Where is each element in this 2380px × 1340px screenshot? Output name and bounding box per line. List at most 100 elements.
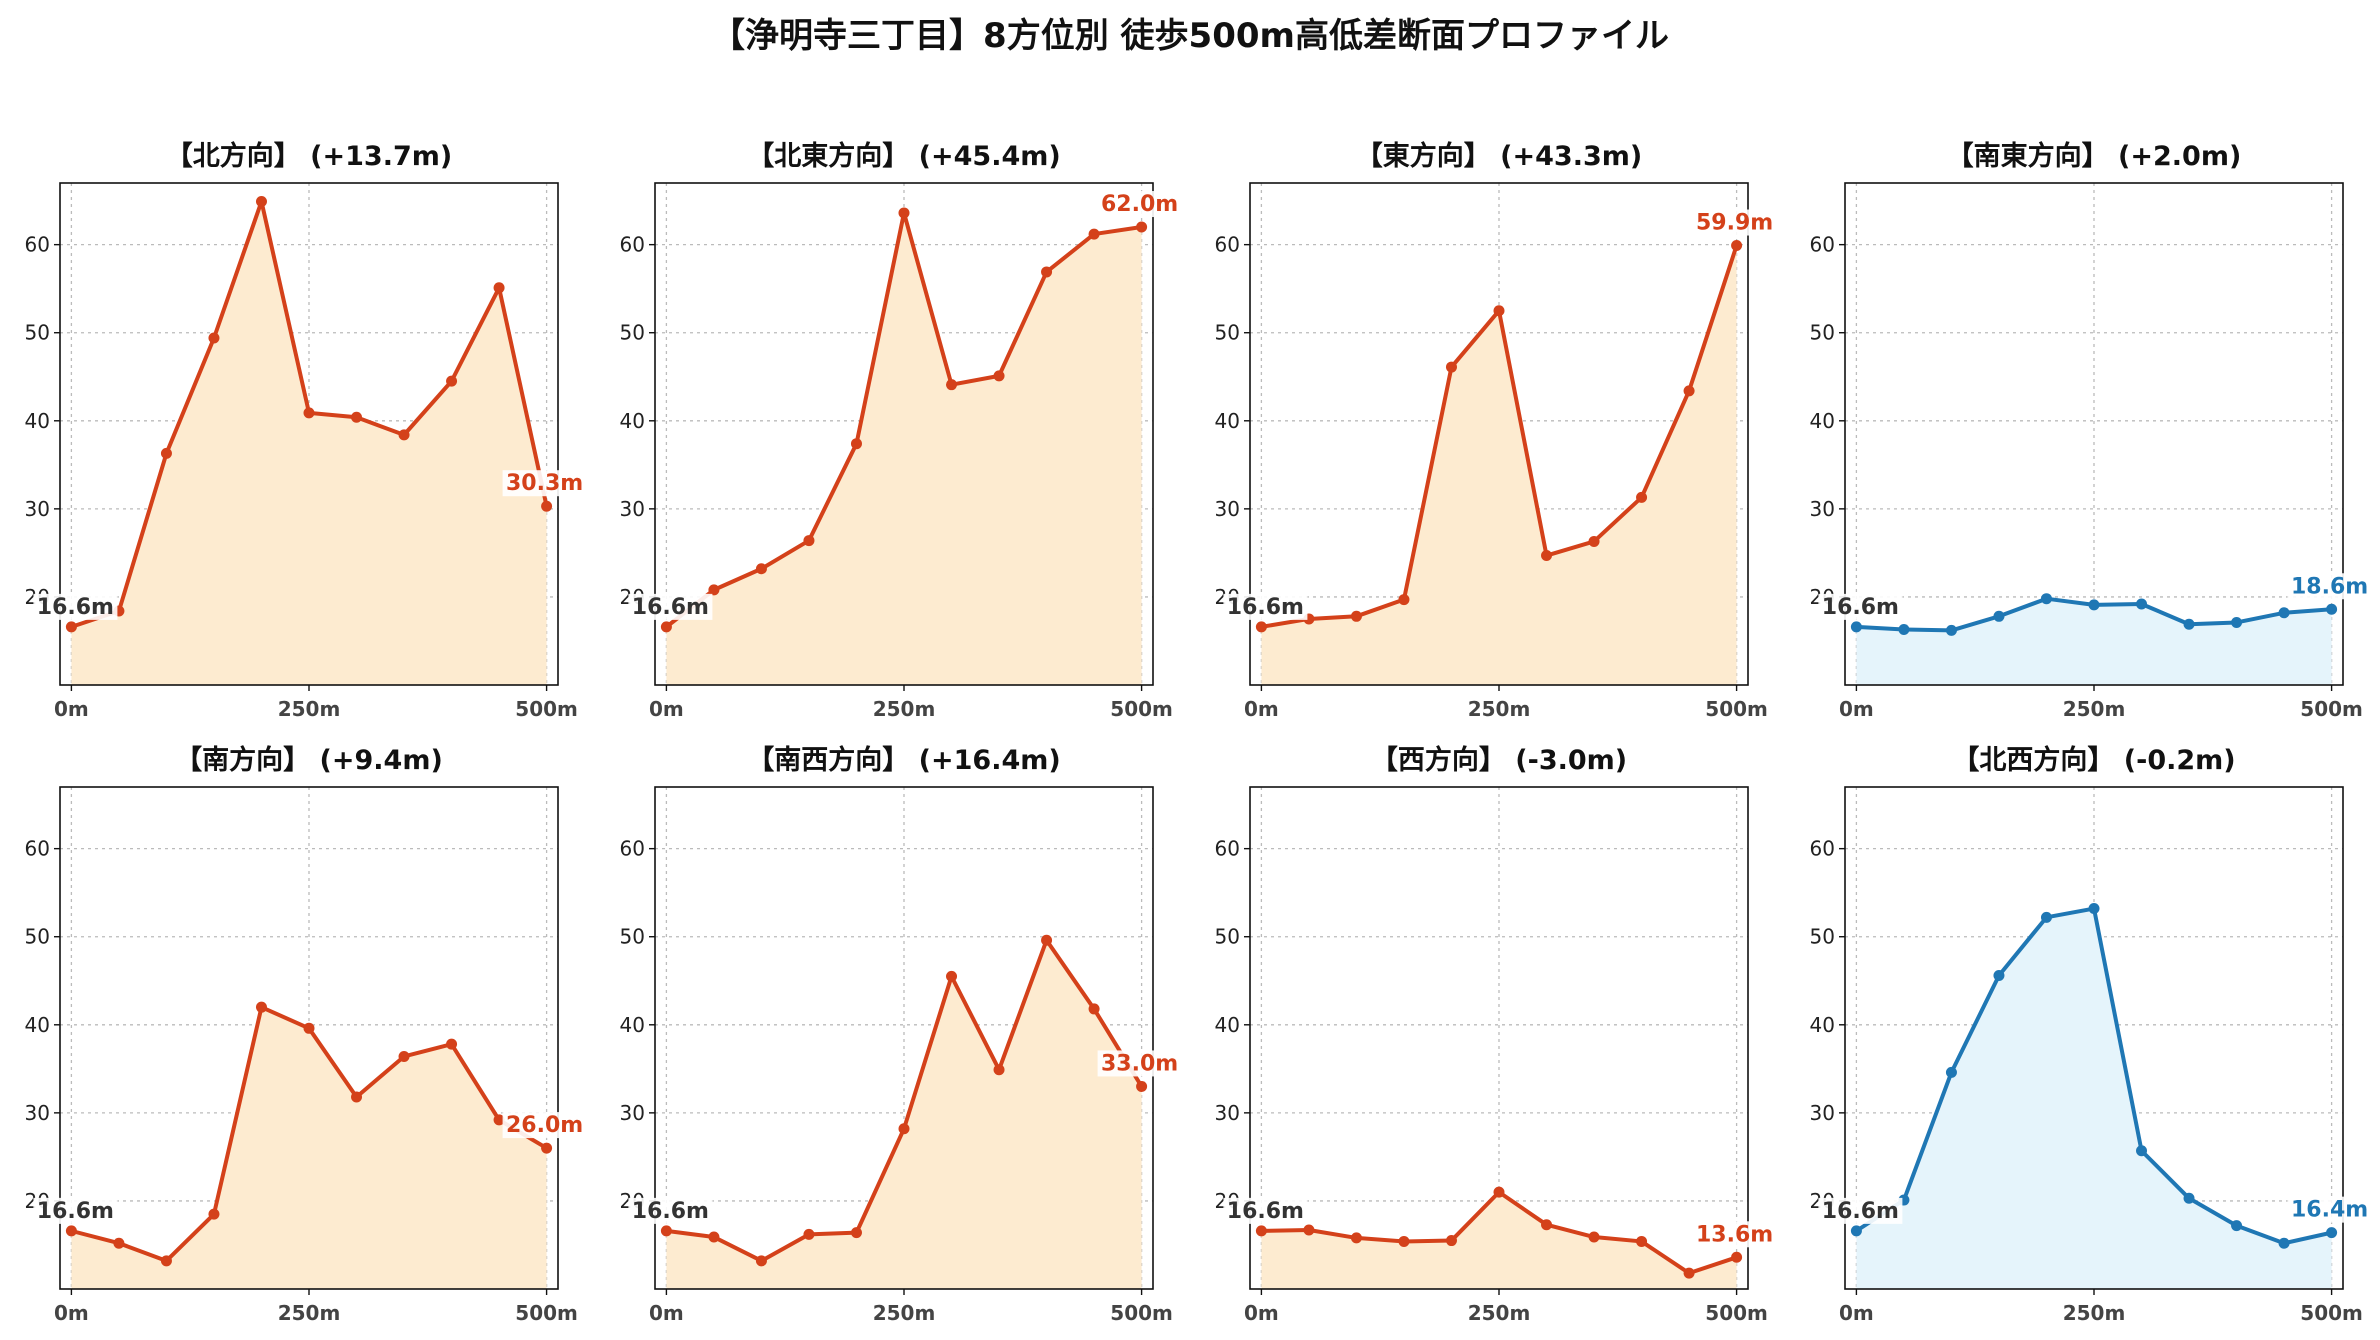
- data-point: [1303, 1224, 1315, 1236]
- start-label-bg: [628, 593, 713, 620]
- data-point: [541, 1142, 553, 1154]
- y-tick-label: 40: [1810, 409, 1835, 433]
- x-tick-label: 0m: [1244, 697, 1279, 721]
- x-tick-label: 250m: [1468, 1301, 1531, 1325]
- subplot-2: 【東方向】 (+43.3m)20304050600m250m500m16.6m5…: [1215, 140, 1777, 721]
- data-point: [1683, 385, 1695, 397]
- subplot-4: 【南方向】 (+9.4m)20304050600m250m500m16.6m26…: [25, 744, 587, 1325]
- data-point: [351, 1091, 363, 1103]
- data-point: [1850, 1225, 1862, 1237]
- data-point: [208, 332, 220, 344]
- data-point: [1493, 305, 1505, 317]
- data-point: [1445, 361, 1457, 373]
- end-label-bg: [502, 470, 587, 497]
- y-tick-label: 50: [1810, 925, 1835, 949]
- data-point: [1088, 228, 1100, 240]
- x-tick-label: 500m: [1705, 1301, 1768, 1325]
- data-point: [1398, 594, 1410, 606]
- area-fill: [1261, 245, 1737, 685]
- data-point: [160, 447, 172, 459]
- start-label-bg: [1818, 593, 1903, 620]
- data-point: [1350, 610, 1362, 622]
- x-tick-label: 0m: [649, 697, 684, 721]
- data-point: [255, 1001, 267, 1013]
- subplot-6: 【西方向】 (-3.0m)20304050600m250m500m16.6m13…: [1215, 744, 1777, 1325]
- data-point: [2326, 1227, 2338, 1239]
- y-tick-label: 50: [620, 925, 645, 949]
- y-tick-label: 50: [620, 321, 645, 345]
- start-label: 16.6m: [632, 1199, 709, 1224]
- x-tick-label: 500m: [1110, 697, 1173, 721]
- x-tick-label: 250m: [873, 697, 936, 721]
- end-label: 30.3m: [506, 471, 583, 496]
- x-tick-label: 0m: [54, 697, 89, 721]
- area-fill: [666, 212, 1142, 686]
- subplot-title: 【東方向】 (+43.3m): [1356, 140, 1642, 172]
- x-tick-label: 250m: [278, 1301, 341, 1325]
- end-label: 33.0m: [1101, 1051, 1178, 1076]
- data-point: [946, 379, 958, 391]
- data-point: [255, 195, 267, 207]
- y-tick-label: 50: [1215, 321, 1240, 345]
- start-label: 16.6m: [1227, 595, 1304, 620]
- x-tick-label: 500m: [515, 1301, 578, 1325]
- data-point: [803, 1228, 815, 1240]
- y-tick-label: 40: [620, 409, 645, 433]
- data-point: [2136, 598, 2148, 610]
- y-tick-label: 60: [620, 837, 645, 861]
- data-point: [803, 535, 815, 547]
- data-point: [398, 1050, 410, 1062]
- x-tick-label: 250m: [2063, 1301, 2126, 1325]
- data-point: [1993, 969, 2005, 981]
- data-point: [1850, 621, 1862, 633]
- subplot-title: 【北東方向】 (+45.4m): [747, 140, 1060, 172]
- data-point: [1398, 1235, 1410, 1247]
- data-point: [493, 1114, 505, 1126]
- data-point: [1493, 1186, 1505, 1198]
- start-label-bg: [1818, 1197, 1903, 1224]
- data-point: [1041, 266, 1053, 278]
- y-tick-label: 60: [25, 233, 50, 257]
- end-label: 13.6m: [1696, 1222, 1773, 1247]
- start-label: 16.6m: [1822, 595, 1899, 620]
- subplot-title: 【北方向】 (+13.7m): [166, 140, 452, 172]
- y-tick-label: 50: [1810, 321, 1835, 345]
- data-point: [2183, 1192, 2195, 1204]
- data-point: [2231, 616, 2243, 628]
- data-point: [1898, 624, 1910, 636]
- x-tick-label: 500m: [1110, 1301, 1173, 1325]
- data-point: [303, 407, 315, 419]
- start-label-bg: [1223, 593, 1308, 620]
- data-point: [1255, 621, 1267, 633]
- start-label-bg: [628, 1197, 713, 1224]
- data-point: [1636, 491, 1648, 503]
- data-point: [1588, 1231, 1600, 1243]
- data-point: [1636, 1235, 1648, 1247]
- data-point: [1136, 221, 1148, 233]
- end-label-bg: [1097, 191, 1182, 218]
- area-fill: [1856, 908, 2332, 1289]
- end-label-bg: [1692, 209, 1777, 236]
- y-tick-label: 40: [620, 1013, 645, 1037]
- data-point: [660, 621, 672, 633]
- data-point: [850, 438, 862, 450]
- y-tick-label: 30: [1215, 497, 1240, 521]
- area-fill: [666, 940, 1142, 1289]
- end-label-bg: [2287, 1196, 2372, 1223]
- x-tick-label: 0m: [649, 1301, 684, 1325]
- data-point: [708, 584, 720, 596]
- y-tick-label: 30: [1215, 1101, 1240, 1125]
- x-tick-label: 500m: [2300, 697, 2363, 721]
- data-point: [446, 1038, 458, 1050]
- start-label: 16.6m: [632, 595, 709, 620]
- start-label: 16.6m: [37, 595, 114, 620]
- y-tick-label: 50: [1215, 925, 1240, 949]
- data-point: [1588, 535, 1600, 547]
- data-point: [2040, 911, 2052, 923]
- x-tick-label: 500m: [2300, 1301, 2363, 1325]
- data-point: [1731, 240, 1743, 252]
- y-tick-label: 30: [1810, 1101, 1835, 1125]
- x-tick-label: 250m: [278, 697, 341, 721]
- data-point: [1041, 934, 1053, 946]
- start-label-bg: [1223, 1197, 1308, 1224]
